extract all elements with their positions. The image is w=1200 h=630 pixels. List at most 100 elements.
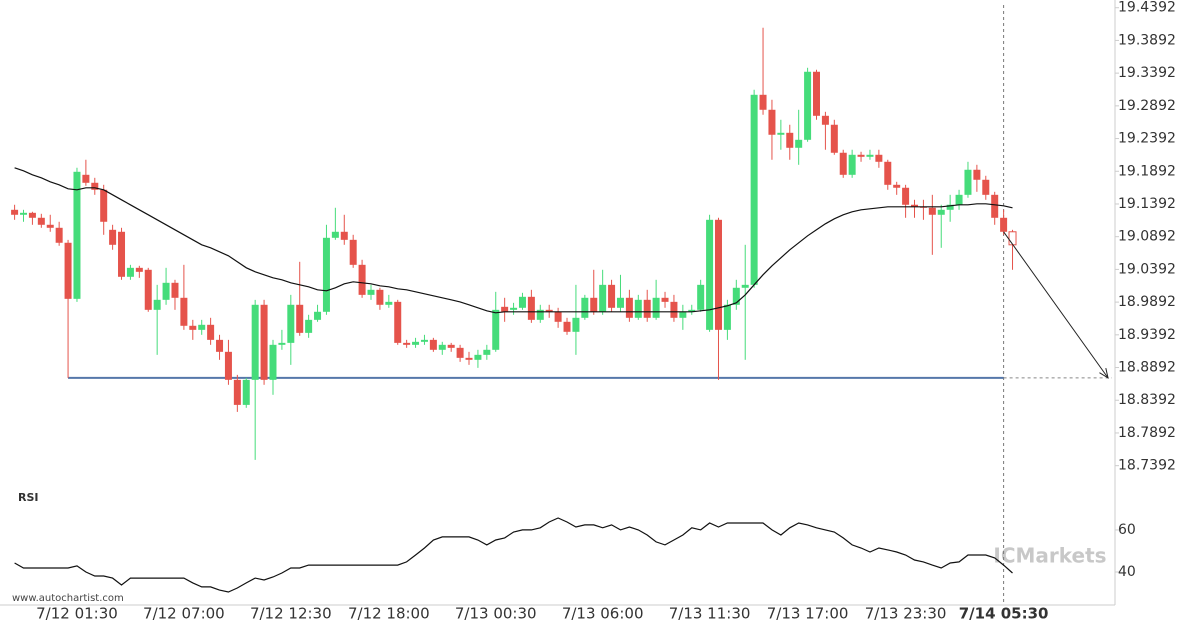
candle-body bbox=[224, 351, 232, 380]
candle-body bbox=[314, 311, 322, 320]
candle-body bbox=[706, 219, 714, 330]
rsi-line bbox=[14, 517, 1013, 593]
candle-body bbox=[884, 161, 892, 185]
y-tick-label: 19.1892 bbox=[1118, 163, 1176, 179]
candle-body bbox=[429, 339, 437, 350]
x-tick-label: 7/12 12:30 bbox=[250, 605, 332, 623]
candle-body bbox=[563, 321, 571, 332]
y-tick-label: 18.8392 bbox=[1118, 392, 1176, 408]
candle-body bbox=[37, 217, 45, 225]
candle-body bbox=[11, 209, 19, 215]
candle-body bbox=[296, 304, 304, 333]
candle-body bbox=[447, 344, 455, 348]
candle-body bbox=[153, 299, 161, 310]
candle-body bbox=[652, 297, 660, 318]
candle-body bbox=[821, 115, 829, 125]
candle-body bbox=[875, 154, 883, 162]
candle-body bbox=[928, 207, 936, 215]
candle-body bbox=[813, 71, 820, 116]
candle-body bbox=[599, 284, 607, 312]
candle-body bbox=[251, 304, 259, 380]
candle-body bbox=[902, 187, 910, 205]
candle-body bbox=[982, 179, 990, 195]
candle-body bbox=[305, 319, 313, 333]
candle-body bbox=[162, 282, 170, 300]
candle-body bbox=[804, 71, 812, 140]
rsi-title: RSI bbox=[18, 491, 39, 504]
candle-body bbox=[216, 339, 224, 352]
candle-body bbox=[741, 284, 749, 288]
candle-body bbox=[171, 282, 179, 298]
candle-body bbox=[937, 209, 945, 215]
candle-body bbox=[198, 324, 206, 330]
y-tick-label: 18.9392 bbox=[1118, 327, 1176, 343]
candle-body bbox=[608, 284, 616, 308]
candle-body bbox=[616, 297, 624, 308]
candle-body bbox=[625, 297, 633, 318]
candle-body bbox=[73, 171, 81, 299]
moving-average bbox=[14, 167, 1013, 314]
candle-body bbox=[643, 299, 651, 318]
y-tick-label: 19.2892 bbox=[1118, 98, 1176, 114]
candle-body bbox=[795, 139, 803, 148]
candle-body bbox=[465, 357, 473, 360]
candle-body bbox=[46, 224, 54, 228]
y-tick-label: 19.3392 bbox=[1118, 65, 1176, 81]
candle-body bbox=[20, 212, 28, 215]
candle-body bbox=[527, 296, 535, 320]
candle-body bbox=[501, 306, 509, 312]
y-tick-label: 18.7892 bbox=[1118, 425, 1176, 441]
candle-body bbox=[331, 231, 339, 238]
candle-body bbox=[180, 297, 188, 326]
candle-body bbox=[483, 349, 491, 355]
candle-body bbox=[830, 124, 838, 153]
candle-body bbox=[732, 287, 740, 305]
y-tick-label: 18.8892 bbox=[1118, 360, 1176, 376]
x-tick-label: 7/13 06:00 bbox=[562, 605, 644, 623]
candle-body bbox=[403, 342, 411, 345]
rsi-tick-label: 40 bbox=[1118, 564, 1136, 580]
candle-body bbox=[82, 174, 90, 183]
candle-body bbox=[340, 231, 348, 240]
candle-body bbox=[207, 324, 215, 340]
candle-body bbox=[634, 299, 642, 318]
candle-body bbox=[973, 169, 981, 180]
candle-body bbox=[233, 379, 241, 405]
candle-body bbox=[109, 229, 117, 245]
y-tick-label: 19.4392 bbox=[1118, 0, 1176, 16]
candle-body bbox=[322, 237, 330, 312]
candle-body bbox=[376, 289, 384, 305]
y-tick-label: 19.0392 bbox=[1118, 261, 1176, 277]
candle-body bbox=[420, 339, 428, 342]
candle-body bbox=[866, 154, 874, 157]
x-tick-label: 7/13 00:30 bbox=[455, 605, 537, 623]
candle-body bbox=[848, 154, 856, 175]
candle-body bbox=[679, 311, 687, 318]
y-tick-label: 18.7392 bbox=[1118, 458, 1176, 474]
y-tick-label: 19.0892 bbox=[1118, 229, 1176, 245]
candle-body bbox=[946, 204, 954, 210]
y-tick-label: 19.1392 bbox=[1118, 196, 1176, 212]
watermark: www.autochartist.com bbox=[12, 593, 124, 604]
candle-body bbox=[777, 132, 785, 135]
candle-body bbox=[269, 344, 277, 380]
candle-body bbox=[438, 344, 446, 350]
forecast-arrow bbox=[1003, 231, 1109, 379]
candle-body bbox=[661, 297, 669, 302]
candle-body bbox=[189, 325, 197, 330]
candle-body bbox=[518, 296, 526, 308]
candle-body bbox=[839, 152, 847, 175]
candle-body bbox=[554, 311, 562, 322]
candle-body bbox=[670, 301, 678, 318]
forecast-arrowhead bbox=[1099, 368, 1109, 379]
candle-body bbox=[278, 342, 286, 345]
candle-body bbox=[893, 184, 901, 188]
candle-body bbox=[750, 94, 758, 285]
x-tick-label: 7/12 01:30 bbox=[36, 605, 118, 623]
candle-body bbox=[118, 231, 126, 277]
x-tick-label: 7/12 18:00 bbox=[348, 605, 430, 623]
candle-body bbox=[412, 341, 420, 345]
candle-body bbox=[474, 354, 482, 360]
